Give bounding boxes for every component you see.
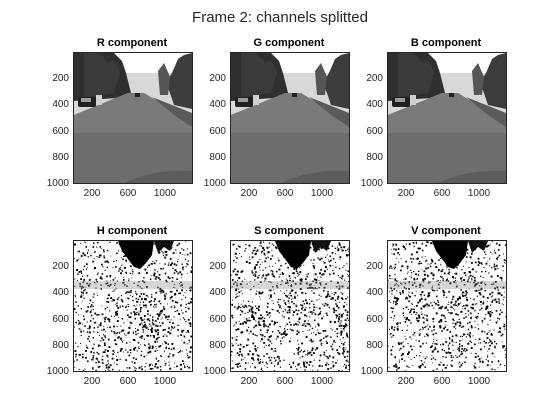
x-tick-label: 1000 xyxy=(310,376,334,387)
y-tick-label: 400 xyxy=(366,287,383,298)
y-tick-label: 1000 xyxy=(203,366,226,377)
y-tick-label: 200 xyxy=(366,261,383,272)
x-tick-label: 200 xyxy=(397,376,415,387)
y-tick-label: 600 xyxy=(209,126,226,137)
y-tick-label: 1000 xyxy=(360,366,383,377)
y-tick-label: 1000 xyxy=(46,366,69,377)
y-tick-label: 1000 xyxy=(203,178,226,189)
y-tick-label: 600 xyxy=(52,314,69,325)
x-tick-label: 600 xyxy=(119,376,137,387)
channel-image xyxy=(387,240,507,372)
y-tick-label: 200 xyxy=(209,73,226,84)
y-tick-label: 800 xyxy=(52,340,69,351)
x-tick-label: 1000 xyxy=(153,376,177,387)
y-tick-label: 800 xyxy=(366,152,383,163)
y-tick-label: 800 xyxy=(52,152,69,163)
figure-title: Frame 2: channels splitted xyxy=(192,9,368,26)
x-tick-label: 600 xyxy=(276,376,294,387)
x-tick-label: 600 xyxy=(433,376,451,387)
x-tick-label: 600 xyxy=(276,188,294,199)
x-tick-label: 200 xyxy=(83,376,101,387)
x-tick-label: 1000 xyxy=(467,376,491,387)
x-tick-label: 200 xyxy=(397,188,415,199)
y-tick-label: 200 xyxy=(366,73,383,84)
y-tick-label: 400 xyxy=(366,99,383,110)
x-tick-label: 1000 xyxy=(467,188,491,199)
channel-image xyxy=(387,52,507,184)
x-tick-label: 1000 xyxy=(153,188,177,199)
y-tick-label: 200 xyxy=(52,261,69,272)
y-tick-label: 800 xyxy=(209,340,226,351)
x-tick-label: 200 xyxy=(83,188,101,199)
panel-title: V component xyxy=(411,225,481,237)
y-tick-label: 1000 xyxy=(46,178,69,189)
y-tick-label: 200 xyxy=(52,73,69,84)
y-tick-label: 600 xyxy=(52,126,69,137)
y-tick-label: 200 xyxy=(209,261,226,272)
panel-title: S component xyxy=(254,225,324,237)
y-tick-label: 400 xyxy=(209,99,226,110)
panel-title: B component xyxy=(410,37,482,49)
channel-image xyxy=(230,52,350,184)
y-tick-label: 800 xyxy=(366,340,383,351)
y-tick-label: 1000 xyxy=(360,178,383,189)
y-tick-label: 600 xyxy=(366,126,383,137)
panel-title: H component xyxy=(96,225,168,237)
x-tick-label: 200 xyxy=(240,188,258,199)
x-tick-label: 200 xyxy=(240,376,258,387)
y-tick-label: 400 xyxy=(52,99,69,110)
channel-image xyxy=(73,52,193,184)
panel-title: G component xyxy=(253,37,325,49)
panel-title: R component xyxy=(96,37,168,49)
x-tick-label: 600 xyxy=(119,188,137,199)
x-tick-label: 1000 xyxy=(310,188,334,199)
channel-image xyxy=(230,240,350,372)
y-tick-label: 600 xyxy=(209,314,226,325)
y-tick-label: 400 xyxy=(52,287,69,298)
channel-image xyxy=(73,240,193,372)
y-tick-label: 600 xyxy=(366,314,383,325)
x-tick-label: 600 xyxy=(433,188,451,199)
y-tick-label: 400 xyxy=(209,287,226,298)
y-tick-label: 800 xyxy=(209,152,226,163)
